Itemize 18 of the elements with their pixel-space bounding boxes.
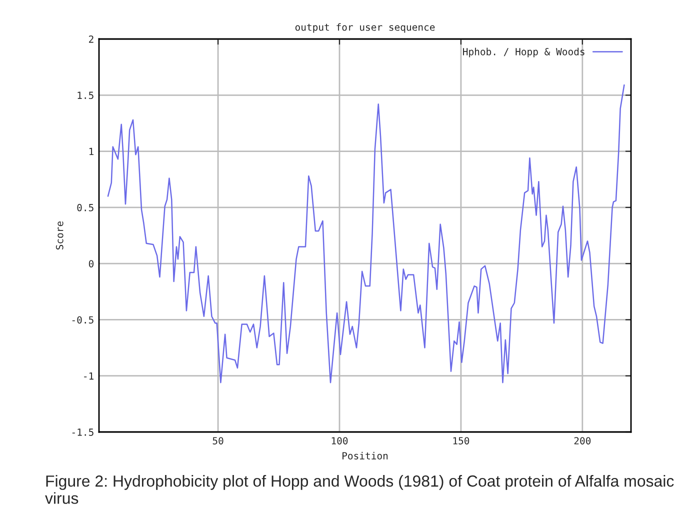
y-tick-label: -0.5: [72, 316, 94, 324]
y-tick-label: 1: [89, 148, 94, 156]
y-tick-label: -1: [84, 372, 94, 380]
y-axis-title: Score: [56, 221, 64, 250]
x-tick-label: 150: [453, 437, 470, 444]
legend-label: Hphob. / Hopp & Woods: [463, 48, 584, 58]
y-tick-label: 0: [88, 260, 94, 268]
line-series: [107, 84, 625, 384]
caption: Figure 2: Hydrophobicity plot of Hopp and Woods (1981) of Coat protein of Alfalfa mosaic virus: [45, 475, 674, 504]
y-tick-label: -1.5: [72, 428, 94, 436]
y-tick-label: 2: [89, 36, 94, 43]
x-tick-label: 200: [574, 437, 591, 444]
x-tick-label: 50: [212, 437, 224, 444]
y-tick-label: 0.5: [77, 204, 94, 212]
y-tick-label: 1.5: [78, 92, 94, 99]
chart-title: output for user sequence: [295, 23, 435, 33]
x-axis-title: Position: [342, 452, 388, 460]
x-tick-label: 100: [332, 437, 348, 444]
